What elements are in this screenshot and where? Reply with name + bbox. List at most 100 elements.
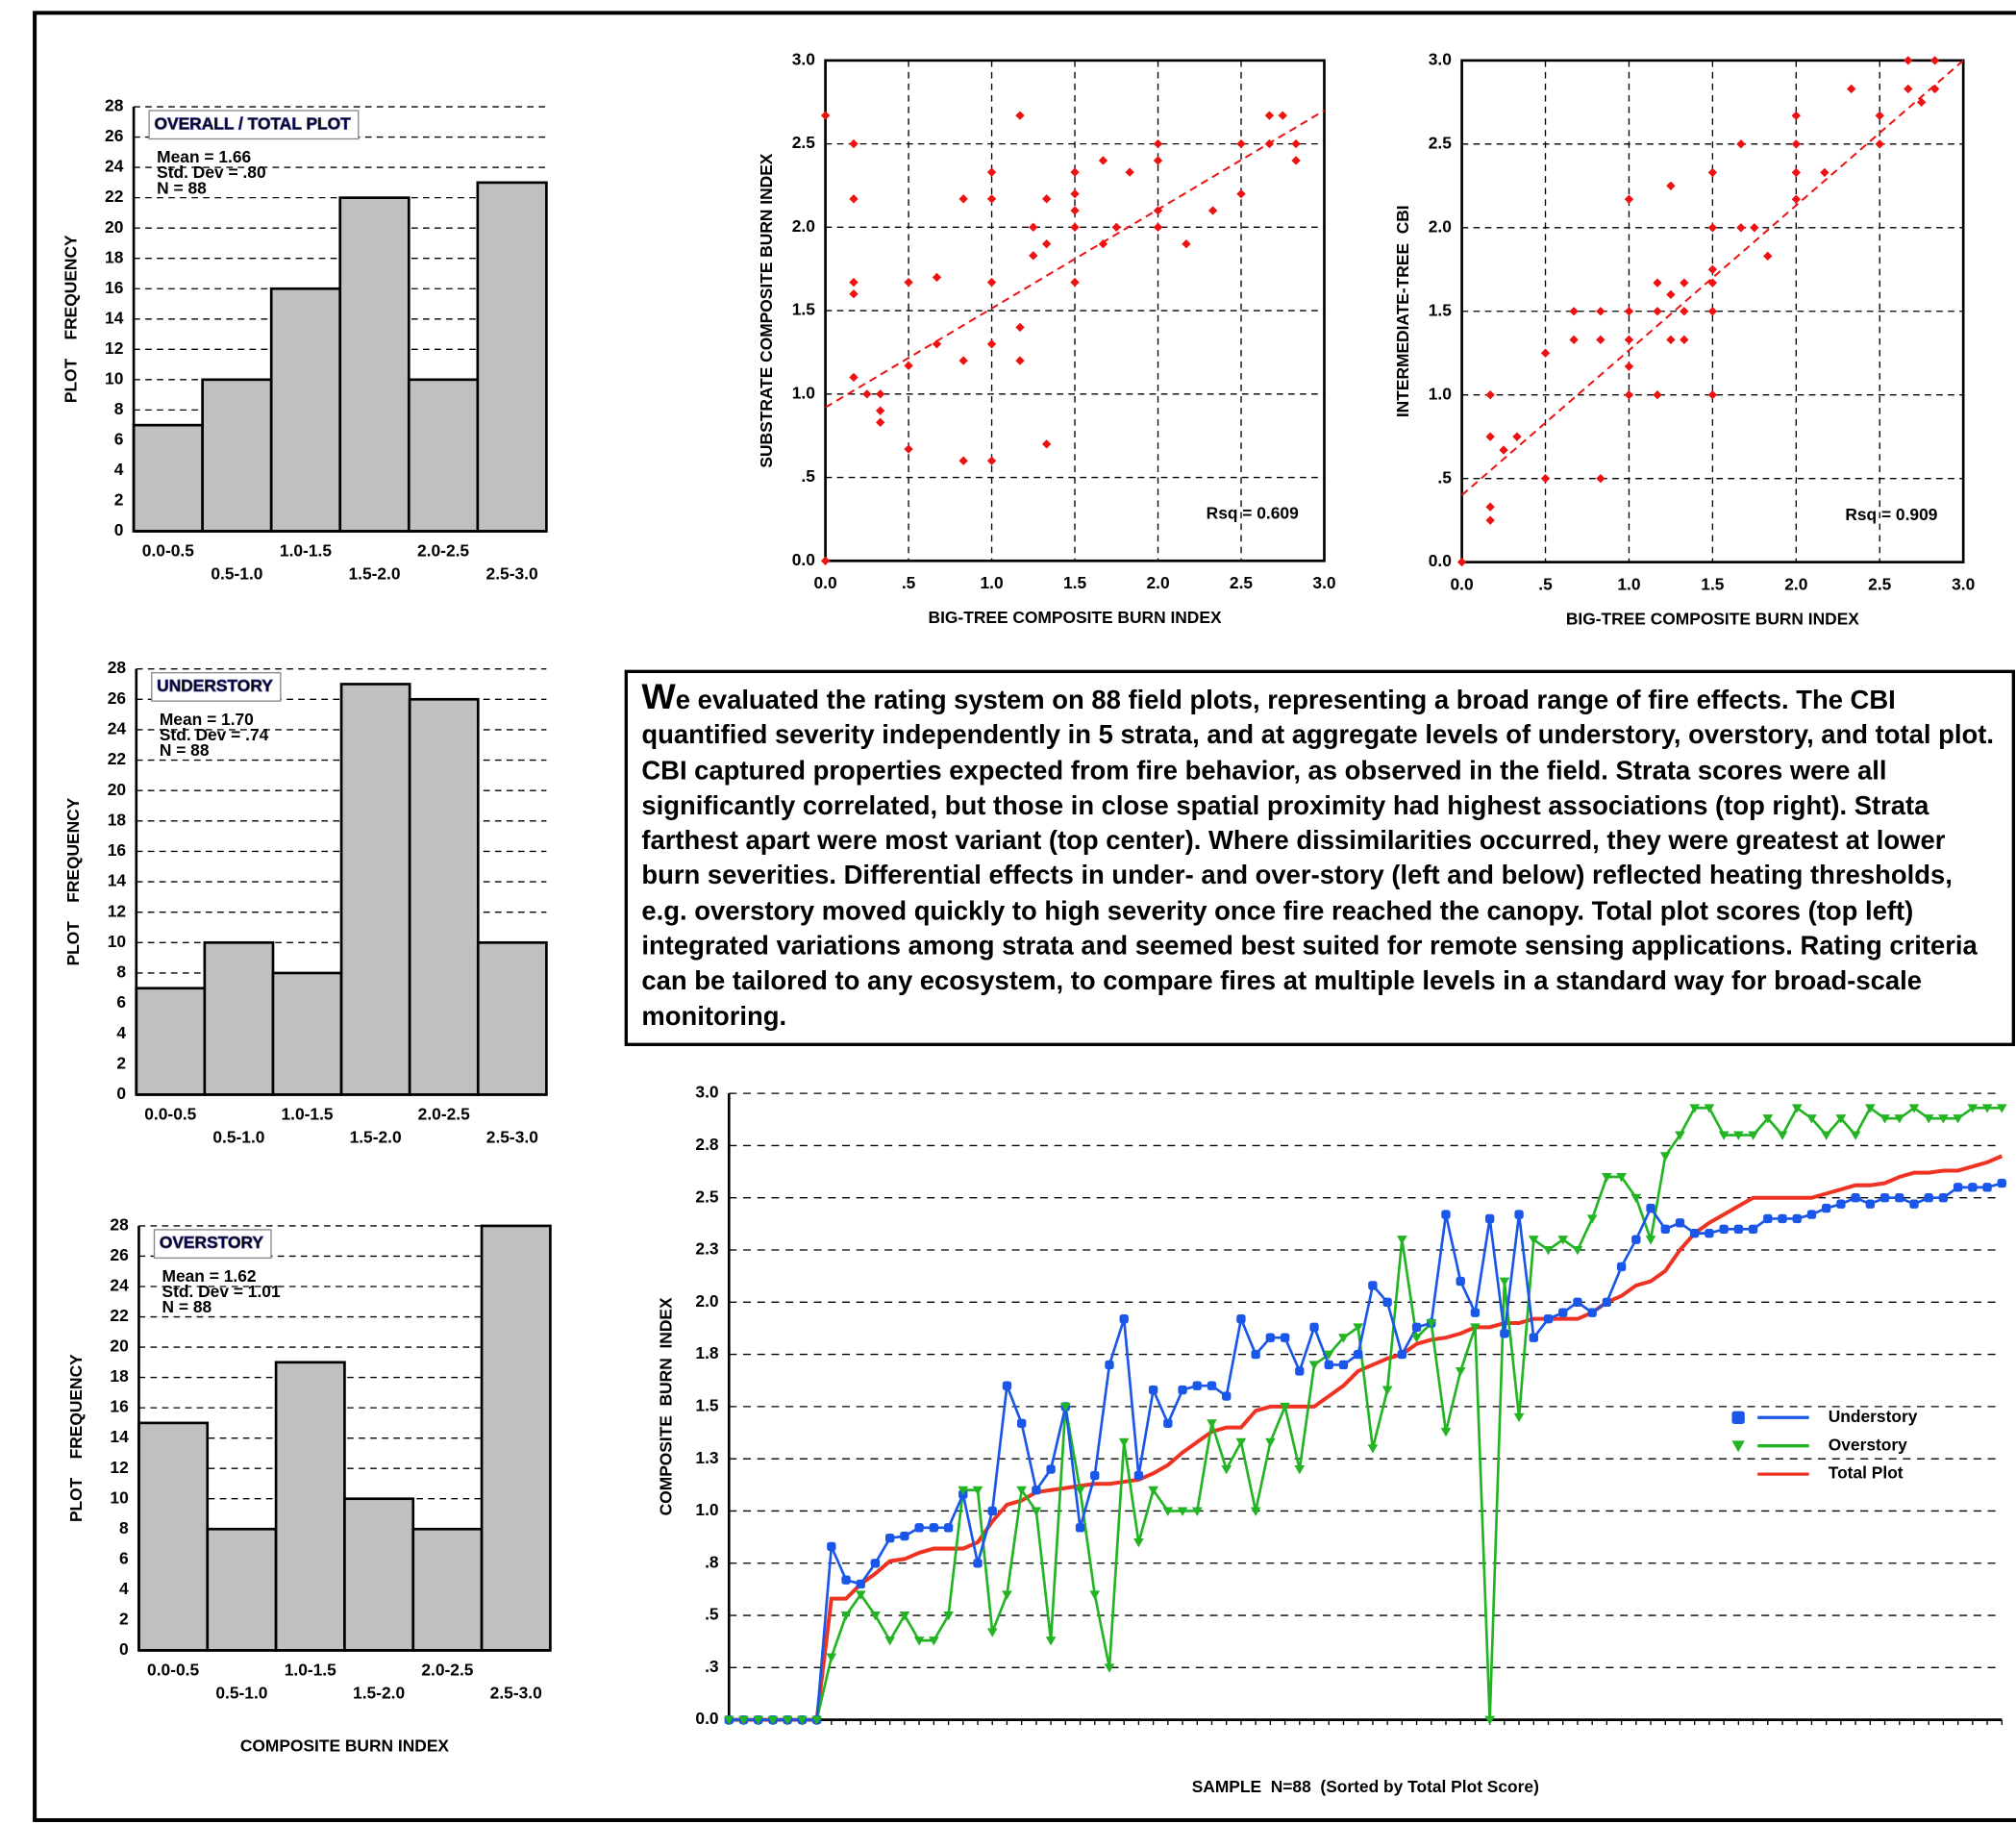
- series-marker: [1178, 1385, 1187, 1395]
- y-tick-label: .5: [705, 1605, 719, 1624]
- y-tick-label: 26: [105, 126, 124, 145]
- series-marker: [1792, 1213, 1802, 1224]
- series-marker: [1207, 1419, 1217, 1429]
- scatter-point: [1153, 156, 1163, 165]
- series-marker: [1659, 1152, 1671, 1162]
- y-tick-label: 18: [108, 810, 127, 829]
- series-marker: [1323, 1350, 1334, 1360]
- scatter-point: [1153, 206, 1163, 215]
- x-tick-label: 2.5-3.0: [490, 1683, 542, 1702]
- series-marker: [1748, 1224, 1758, 1234]
- series-marker: [1456, 1276, 1465, 1287]
- y-tick-label: 3.0: [1429, 49, 1452, 68]
- scatter-point: [1653, 278, 1662, 287]
- x-tick-label: 2.5-3.0: [486, 564, 538, 584]
- title-box: [151, 672, 282, 702]
- y-tick-label: 24: [108, 719, 127, 738]
- scatter-point: [1569, 307, 1579, 316]
- series-marker: [723, 1715, 734, 1725]
- scatter-point: [1707, 223, 1718, 233]
- series-marker: [738, 1715, 749, 1725]
- y-tick-label: 1.0: [792, 383, 815, 402]
- series-marker: [1265, 1333, 1276, 1342]
- series-marker: [1075, 1486, 1085, 1496]
- plot-frame: [1460, 59, 1965, 563]
- stat-annotation: N = 88: [160, 740, 210, 760]
- series-marker: [1324, 1360, 1333, 1370]
- series-marker: [1953, 1114, 1963, 1124]
- scatter-point: [1736, 139, 1746, 149]
- series-marker: [827, 1541, 836, 1552]
- scatter-point: [1540, 348, 1551, 358]
- scatter-point: [904, 444, 913, 454]
- title-box: [153, 1229, 272, 1260]
- x-tick-label: .5: [902, 573, 916, 592]
- series-marker: [1851, 1193, 1860, 1203]
- bar: [343, 1497, 415, 1652]
- series-marker: [914, 1523, 924, 1533]
- y-tick-label: 1.5: [695, 1395, 718, 1414]
- scatter-point: [1707, 167, 1718, 178]
- scatter-point: [932, 339, 942, 349]
- y-tick-label: 16: [105, 278, 124, 297]
- series-marker: [986, 1628, 998, 1637]
- y-axis-label: COMPOSITE BURN INDEX: [657, 1297, 676, 1515]
- series-marker: [1280, 1333, 1290, 1342]
- y-axis-label: PLOT FREQUENCY: [61, 235, 80, 403]
- y-tick-label: 18: [110, 1366, 129, 1386]
- scatter-point: [1485, 502, 1495, 512]
- scatter-point: [1041, 239, 1052, 249]
- series-marker: [1529, 1333, 1538, 1342]
- scatter-point: [1015, 356, 1025, 365]
- series-marker: [1368, 1281, 1378, 1290]
- series-marker: [1704, 1104, 1715, 1113]
- series-marker: [1675, 1131, 1685, 1140]
- series-line: [729, 1182, 2003, 1721]
- y-tick-label: 14: [105, 308, 124, 327]
- y-tick-label: .5: [1437, 467, 1452, 487]
- scatter-point: [1291, 138, 1301, 149]
- series-marker: [1996, 1104, 2007, 1113]
- series-marker: [1645, 1236, 1656, 1245]
- series-marker: [885, 1534, 895, 1543]
- series-marker: [1133, 1538, 1144, 1548]
- series-marker: [1222, 1391, 1232, 1401]
- series-marker: [1879, 1114, 1890, 1124]
- series-marker: [1777, 1131, 1788, 1140]
- y-tick-label: 2.0: [792, 216, 815, 236]
- series-marker: [1602, 1297, 1612, 1307]
- series-marker: [1353, 1349, 1363, 1360]
- x-tick-label: 0.0: [1451, 574, 1474, 593]
- y-tick-label: 4: [119, 1579, 129, 1598]
- series-marker: [841, 1575, 851, 1585]
- scatter-point: [1791, 111, 1801, 120]
- series-marker: [1411, 1334, 1422, 1343]
- title-box: [148, 110, 360, 140]
- scatter-point: [1680, 307, 1689, 316]
- y-tick-label: 0: [114, 520, 124, 539]
- bar: [476, 181, 548, 533]
- x-tick-label: 0.0-0.5: [147, 1660, 199, 1679]
- series-marker: [1484, 1715, 1495, 1725]
- series-marker: [1295, 1366, 1305, 1376]
- y-tick-label: 2.8: [695, 1135, 718, 1154]
- scatter-point: [1917, 97, 1927, 108]
- y-tick-label: 8: [116, 962, 126, 982]
- scatter-point: [1707, 278, 1718, 287]
- series-marker: [1908, 1104, 1920, 1113]
- scatter-point: [1070, 206, 1080, 215]
- y-tick-label: 22: [108, 749, 126, 768]
- scatter-point: [1485, 515, 1495, 525]
- series-marker: [1118, 1437, 1130, 1448]
- series-marker: [1396, 1236, 1407, 1245]
- scatter-point: [1015, 111, 1025, 120]
- series-marker: [1119, 1313, 1129, 1324]
- scatter-point: [986, 456, 997, 465]
- y-tick-label: 0.0: [695, 1709, 718, 1728]
- y-tick-label: 1.5: [792, 300, 815, 319]
- series-marker: [1865, 1199, 1876, 1209]
- scatter-point: [1041, 194, 1052, 204]
- y-tick-label: 12: [108, 901, 126, 920]
- series-marker: [1381, 1386, 1393, 1395]
